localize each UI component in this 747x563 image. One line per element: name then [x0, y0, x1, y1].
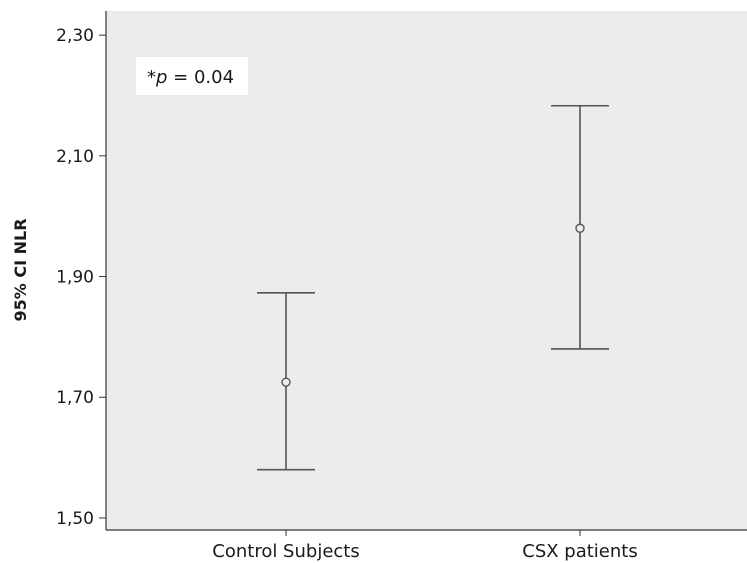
mean-point: [575, 223, 585, 233]
y-axis-title: 95% CI NLR: [11, 218, 30, 321]
x-tick-label: CSX patients: [522, 541, 637, 562]
mean-point: [281, 377, 291, 387]
axes: 1,50 1,70 1,90 2,10 2,30 Control Subjects CSX …: [56, 11, 747, 562]
y-tick-label: 1,90: [56, 268, 94, 288]
annotation-symbol: p: [155, 67, 167, 88]
annotation-box: [136, 57, 248, 95]
y-tick-label: 2,30: [56, 26, 94, 46]
y-tick-label: 1,50: [56, 509, 94, 529]
y-tick-label: 1,70: [56, 388, 94, 408]
annotation: *p = 0.04: [136, 57, 248, 95]
annotation-rest: = 0.04: [167, 67, 234, 88]
error-bars: [257, 104, 609, 471]
y-tick-label: 2,10: [56, 147, 94, 167]
plot-area: [106, 11, 747, 530]
annotation-text: *p = 0.04: [147, 67, 234, 88]
annotation-prefix: *: [147, 67, 156, 88]
x-tick-label: Control Subjects: [212, 541, 359, 562]
